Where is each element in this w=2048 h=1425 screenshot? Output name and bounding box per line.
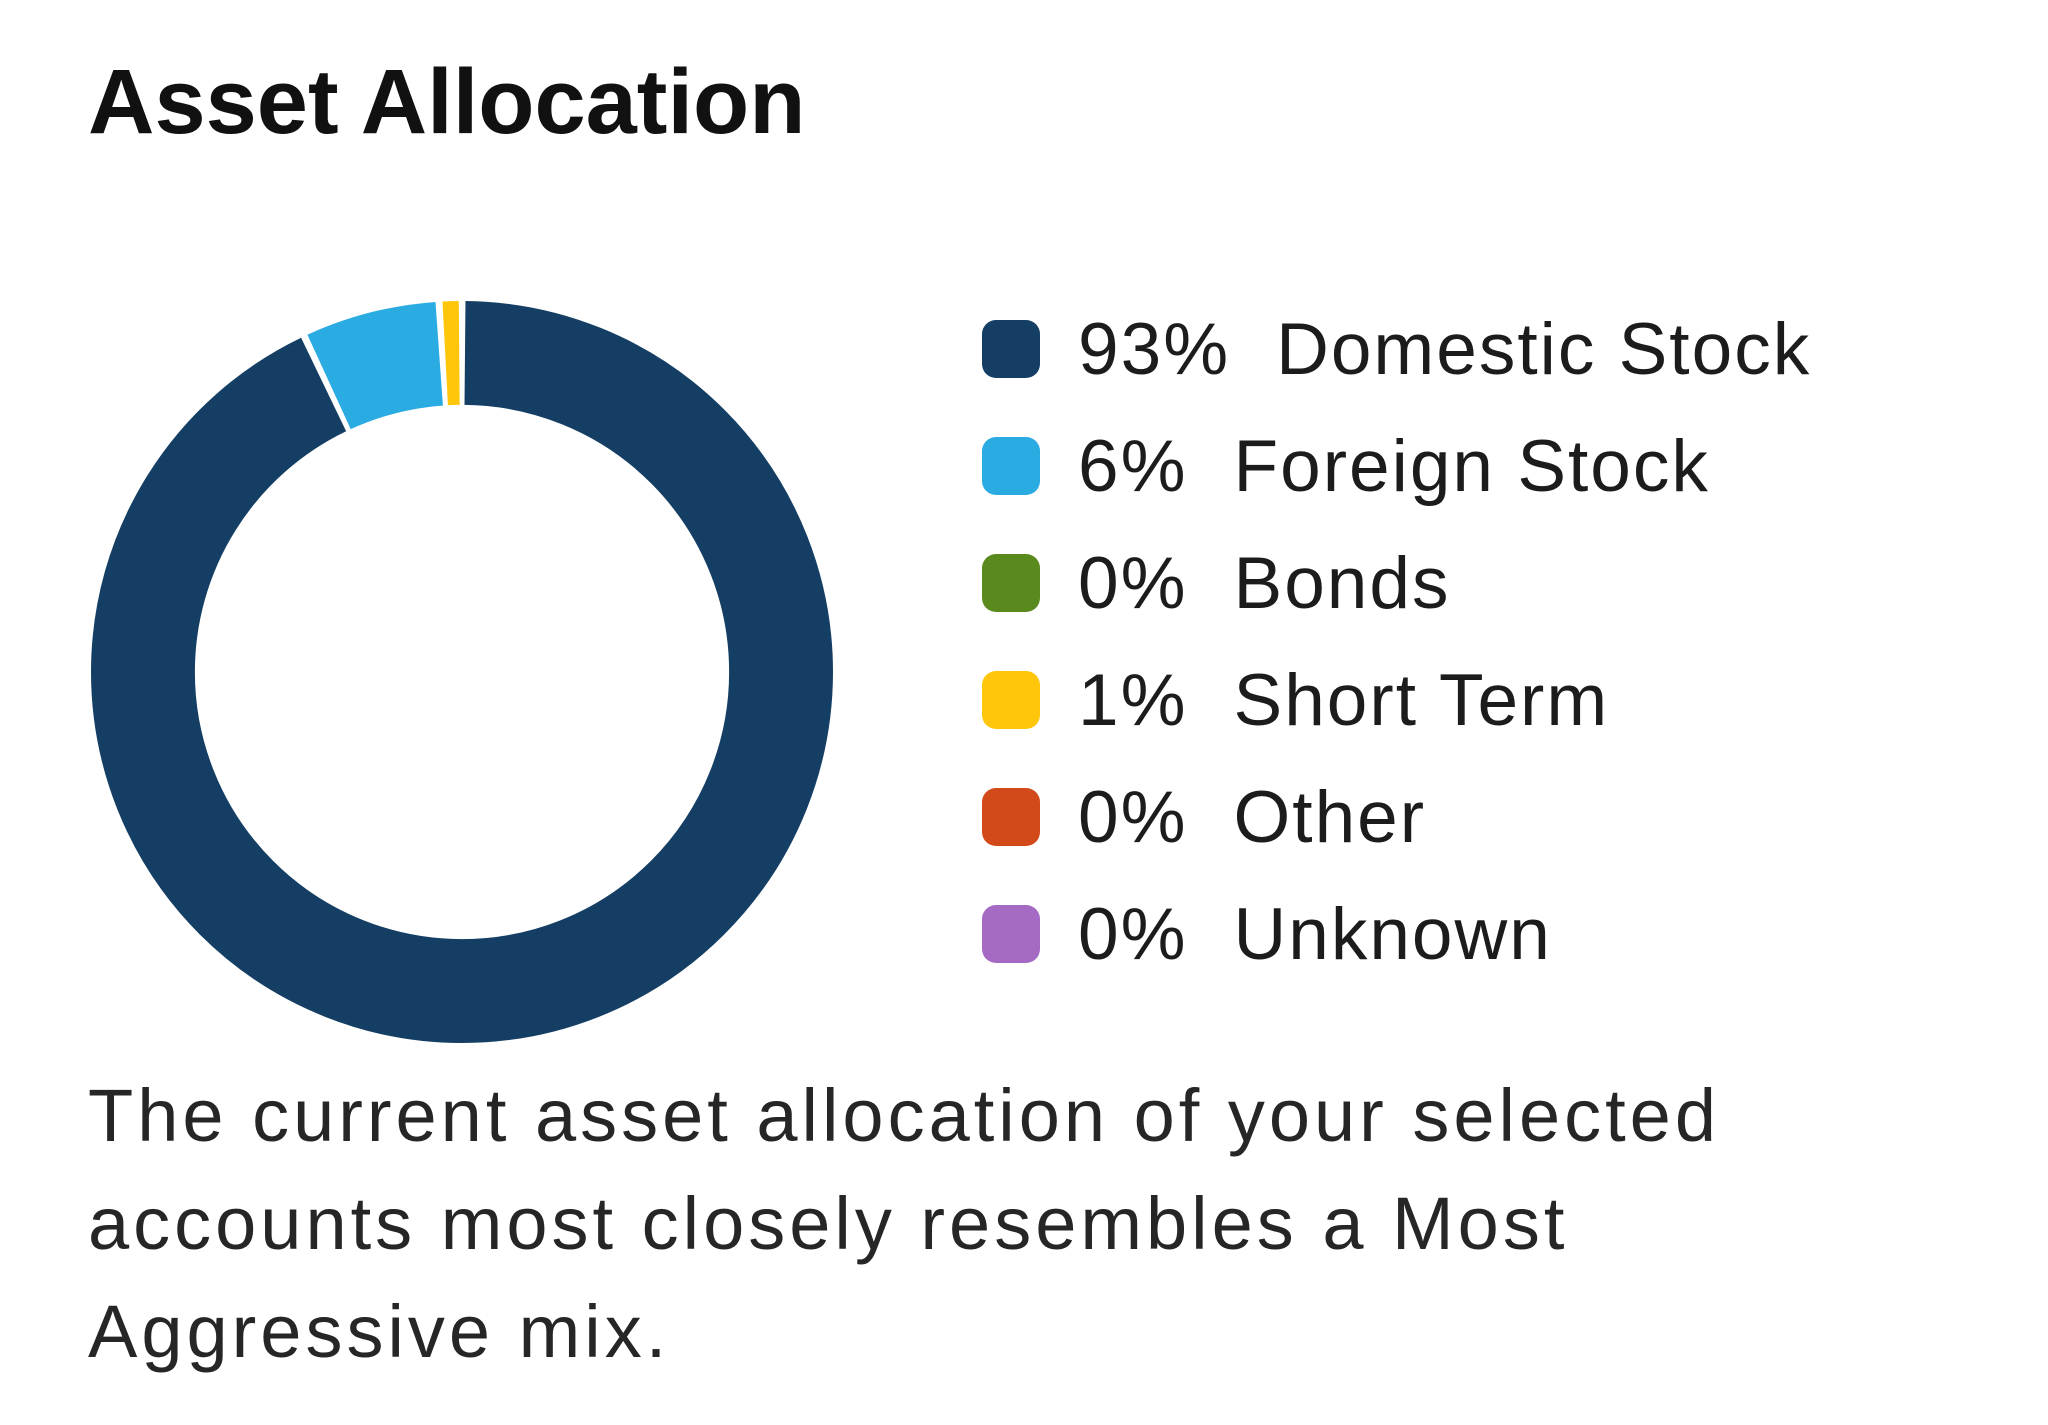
donut-svg	[91, 301, 833, 1043]
legend-item-other: 0% Other	[982, 781, 1811, 854]
legend: 93% Domestic Stock 6% Foreign Stock 0% B…	[982, 313, 1811, 971]
donut-slice-domestic-stock	[91, 301, 833, 1043]
page-title: Asset Allocation	[88, 51, 806, 153]
legend-item-short-term: 1% Short Term	[982, 664, 1811, 737]
legend-item-domestic-stock: 93% Domestic Stock	[982, 313, 1811, 386]
asset-allocation-donut-chart	[91, 301, 833, 1043]
legend-item-foreign-stock: 6% Foreign Stock	[982, 430, 1811, 503]
legend-percent-unknown: 0%	[1078, 893, 1188, 975]
legend-percent-domestic-stock: 93%	[1078, 308, 1231, 390]
legend-item-unknown: 0% Unknown	[982, 898, 1811, 971]
legend-percent-bonds: 0%	[1078, 542, 1188, 624]
legend-swatch-foreign-stock	[982, 437, 1040, 495]
legend-swatch-bonds	[982, 554, 1040, 612]
legend-label-other: Other	[1233, 776, 1427, 858]
legend-percent-foreign-stock: 6%	[1078, 425, 1188, 507]
legend-label-foreign-stock: Foreign Stock	[1233, 425, 1710, 507]
legend-swatch-short-term	[982, 671, 1040, 729]
legend-label-domestic-stock: Domestic Stock	[1276, 308, 1812, 390]
legend-label-unknown: Unknown	[1233, 893, 1552, 975]
legend-swatch-domestic-stock	[982, 320, 1040, 378]
legend-percent-short-term: 1%	[1078, 659, 1188, 741]
legend-item-bonds: 0% Bonds	[982, 547, 1811, 620]
legend-percent-other: 0%	[1078, 776, 1188, 858]
legend-label-bonds: Bonds	[1233, 542, 1451, 624]
legend-label-short-term: Short Term	[1233, 659, 1610, 741]
legend-swatch-unknown	[982, 905, 1040, 963]
legend-swatch-other	[982, 788, 1040, 846]
allocation-description: The current asset allocation of your sel…	[88, 1074, 1720, 1373]
